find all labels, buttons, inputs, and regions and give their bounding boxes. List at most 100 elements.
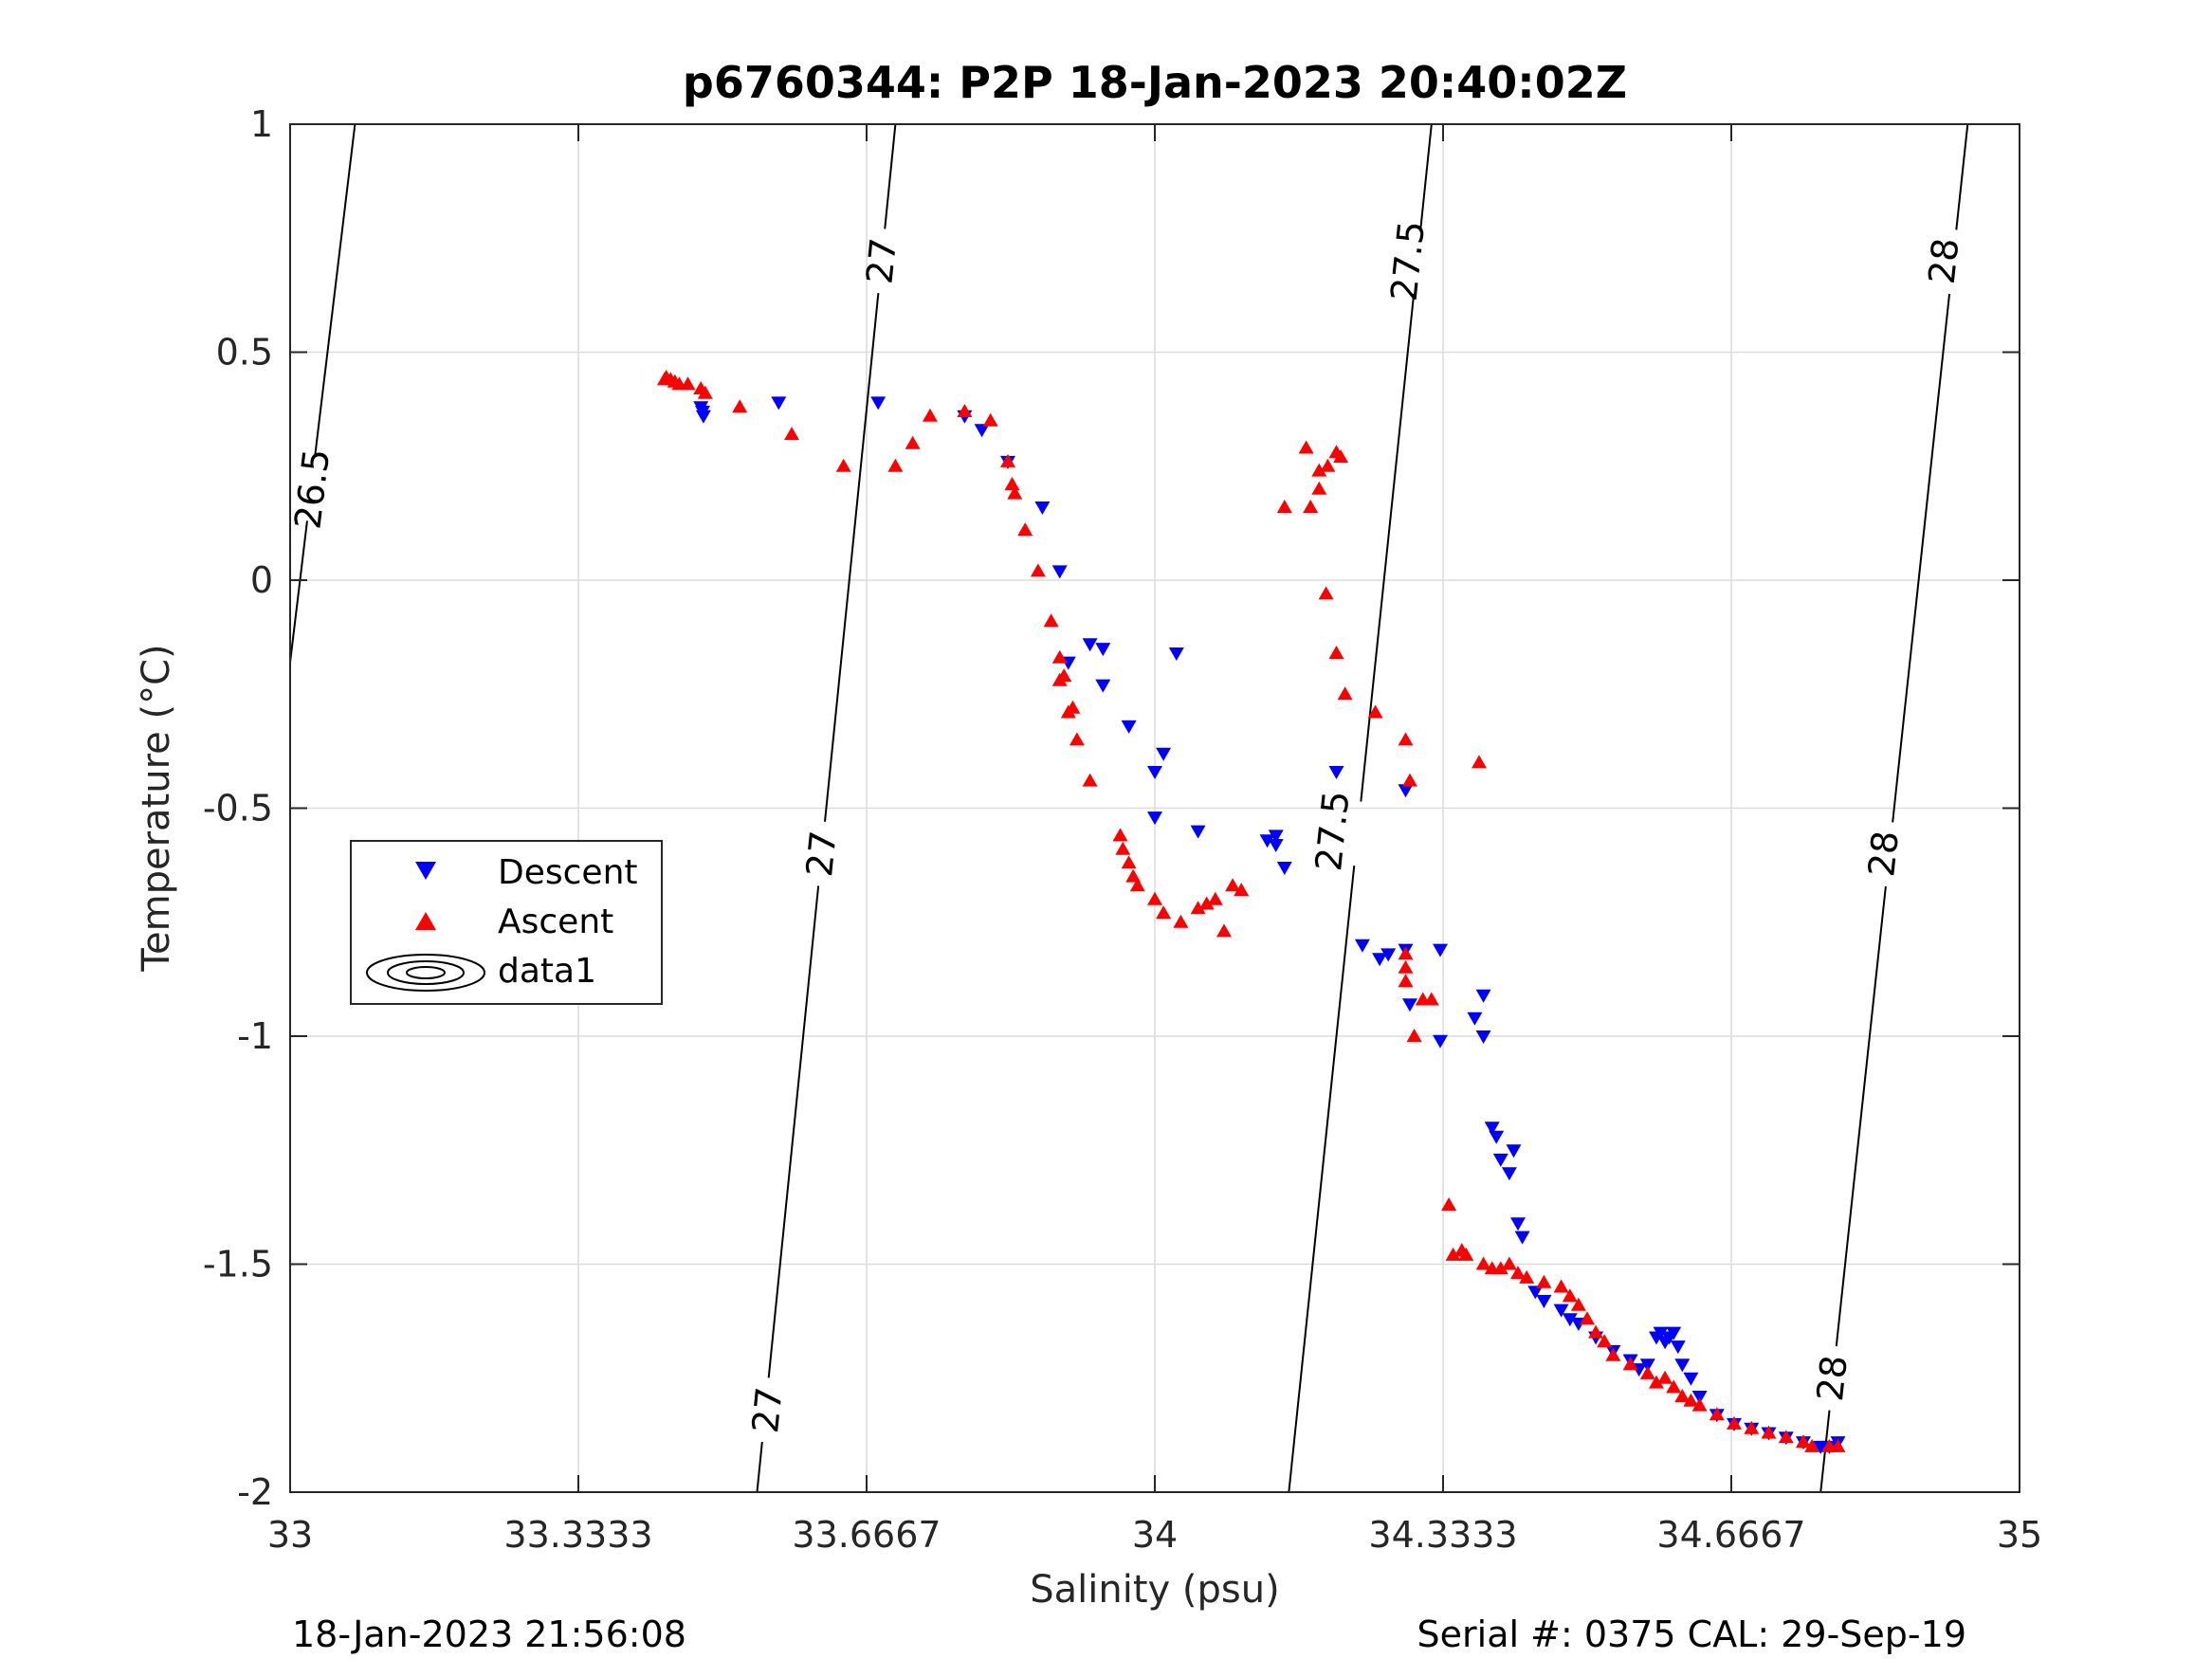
isopycnal-label: 28	[1860, 829, 1907, 879]
x-tick-label: 33.6667	[792, 1514, 941, 1556]
ascent-marker	[1328, 646, 1344, 659]
legend-ascent-marker	[415, 912, 436, 930]
ascent-marker	[1727, 1415, 1742, 1430]
y-tick-label: 1	[250, 103, 273, 145]
footer-timestamp: 18-Jan-2023 21:56:08	[292, 1613, 686, 1655]
descent-marker	[1670, 1340, 1686, 1355]
descent-marker	[1510, 1217, 1526, 1231]
isopycnal-line	[1835, 885, 1887, 1347]
descent-marker	[1147, 766, 1162, 779]
ascent-marker	[1234, 883, 1250, 897]
isopycnal-label: 27	[858, 236, 905, 286]
ascent-marker	[1173, 914, 1189, 928]
descent-marker	[1190, 825, 1206, 839]
isopycnal-line	[884, 123, 897, 229]
ascent-marker	[1519, 1269, 1535, 1284]
descent-marker	[1492, 1153, 1508, 1167]
ascent-marker	[1303, 500, 1319, 513]
ascent-marker	[1216, 923, 1232, 938]
ascent-marker	[887, 458, 904, 472]
ascent-marker	[1441, 1197, 1457, 1211]
isopycnal-line	[1288, 866, 1356, 1493]
ascent-marker	[905, 435, 921, 449]
ascent-marker	[1796, 1434, 1811, 1449]
ascent-marker	[1298, 440, 1314, 454]
legend-descent-marker	[415, 862, 436, 880]
y-tick-label: -1	[237, 1015, 273, 1057]
x-tick-label: 34	[1132, 1514, 1178, 1556]
axis-ticks: 33 33.3333 33.6667 34 34.3333 34.6667 35 1 0.5 0 -…	[203, 103, 2042, 1556]
descent-marker	[870, 396, 887, 410]
ascent-marker	[1190, 901, 1206, 915]
descent-marker	[771, 396, 787, 410]
ascent-marker	[1445, 1247, 1461, 1261]
descent-marker	[1475, 989, 1491, 1003]
descent-marker	[1489, 1130, 1505, 1144]
descent-marker	[1380, 948, 1397, 962]
y-tick-label: 0.5	[216, 332, 273, 374]
ascent-marker	[1691, 1397, 1708, 1412]
x-axis-label: Salinity (psu)	[1030, 1568, 1279, 1612]
descent-marker	[1121, 720, 1137, 734]
descent-marker	[1259, 834, 1275, 848]
ascent-marker	[1112, 828, 1128, 842]
descent-marker	[1268, 830, 1284, 844]
descent-marker	[1666, 1326, 1682, 1340]
ascent-marker	[1778, 1430, 1794, 1444]
descent-marker	[974, 424, 990, 438]
ascent-marker	[1030, 563, 1046, 577]
ascent-marker	[1207, 891, 1223, 905]
descent-marker	[1082, 638, 1098, 652]
isopycnal-label: 28	[1809, 1353, 1856, 1403]
y-axis-label: Temperature (°C)	[135, 644, 178, 972]
ascent-marker	[1674, 1389, 1691, 1402]
ascent-marker	[1830, 1438, 1846, 1452]
legend-box	[350, 840, 663, 1005]
ascent-series	[656, 370, 1846, 1452]
isopycnal-line	[1955, 123, 1969, 230]
ascent-marker	[1605, 1347, 1621, 1361]
ascent-marker	[1649, 1375, 1664, 1389]
descent-marker	[1514, 1231, 1530, 1245]
descent-marker	[1501, 1167, 1517, 1181]
ascent-marker	[1337, 686, 1353, 701]
descent-marker	[1034, 501, 1051, 515]
ascent-marker	[1804, 1438, 1820, 1452]
ascent-marker	[1311, 463, 1327, 477]
descent-marker	[1467, 1012, 1483, 1026]
ascent-marker	[1398, 974, 1414, 988]
isopycnal-line	[756, 1441, 763, 1493]
descent-marker	[1095, 643, 1111, 657]
x-tick-label: 33.3333	[503, 1514, 652, 1556]
ascent-marker	[1580, 1311, 1595, 1325]
isopycnal-label: 27	[744, 1385, 791, 1435]
ascent-marker	[1115, 841, 1131, 855]
isopycnal-label: 28	[1921, 236, 1967, 286]
descent-marker	[1051, 565, 1068, 579]
legend-ascent-label: Ascent	[498, 902, 613, 941]
ascent-marker	[1051, 649, 1068, 664]
ascent-marker	[835, 458, 851, 472]
ascent-marker	[1423, 992, 1439, 1006]
descent-marker	[1653, 1326, 1669, 1340]
isopycnal-label: 26.5	[286, 447, 338, 531]
ascent-marker	[1043, 613, 1059, 628]
descent-marker	[1683, 1372, 1699, 1386]
descent-marker	[1691, 1391, 1708, 1404]
isopycnal-label: 27.5	[1383, 219, 1434, 303]
ascent-marker	[1622, 1357, 1638, 1371]
descent-marker	[1553, 1304, 1569, 1318]
ascent-marker	[1709, 1407, 1725, 1421]
ascent-marker	[1475, 1256, 1491, 1270]
descent-marker	[1562, 1313, 1578, 1327]
ascent-marker	[1000, 453, 1015, 467]
ascent-marker	[1004, 477, 1020, 490]
ascent-marker	[1147, 891, 1162, 905]
isopycnal-line	[314, 123, 356, 458]
ascent-marker	[1597, 1334, 1613, 1348]
y-tick-label: -2	[237, 1471, 273, 1513]
ascent-marker	[1570, 1297, 1586, 1311]
ascent-marker	[1744, 1420, 1760, 1434]
ascent-marker	[1536, 1274, 1552, 1288]
